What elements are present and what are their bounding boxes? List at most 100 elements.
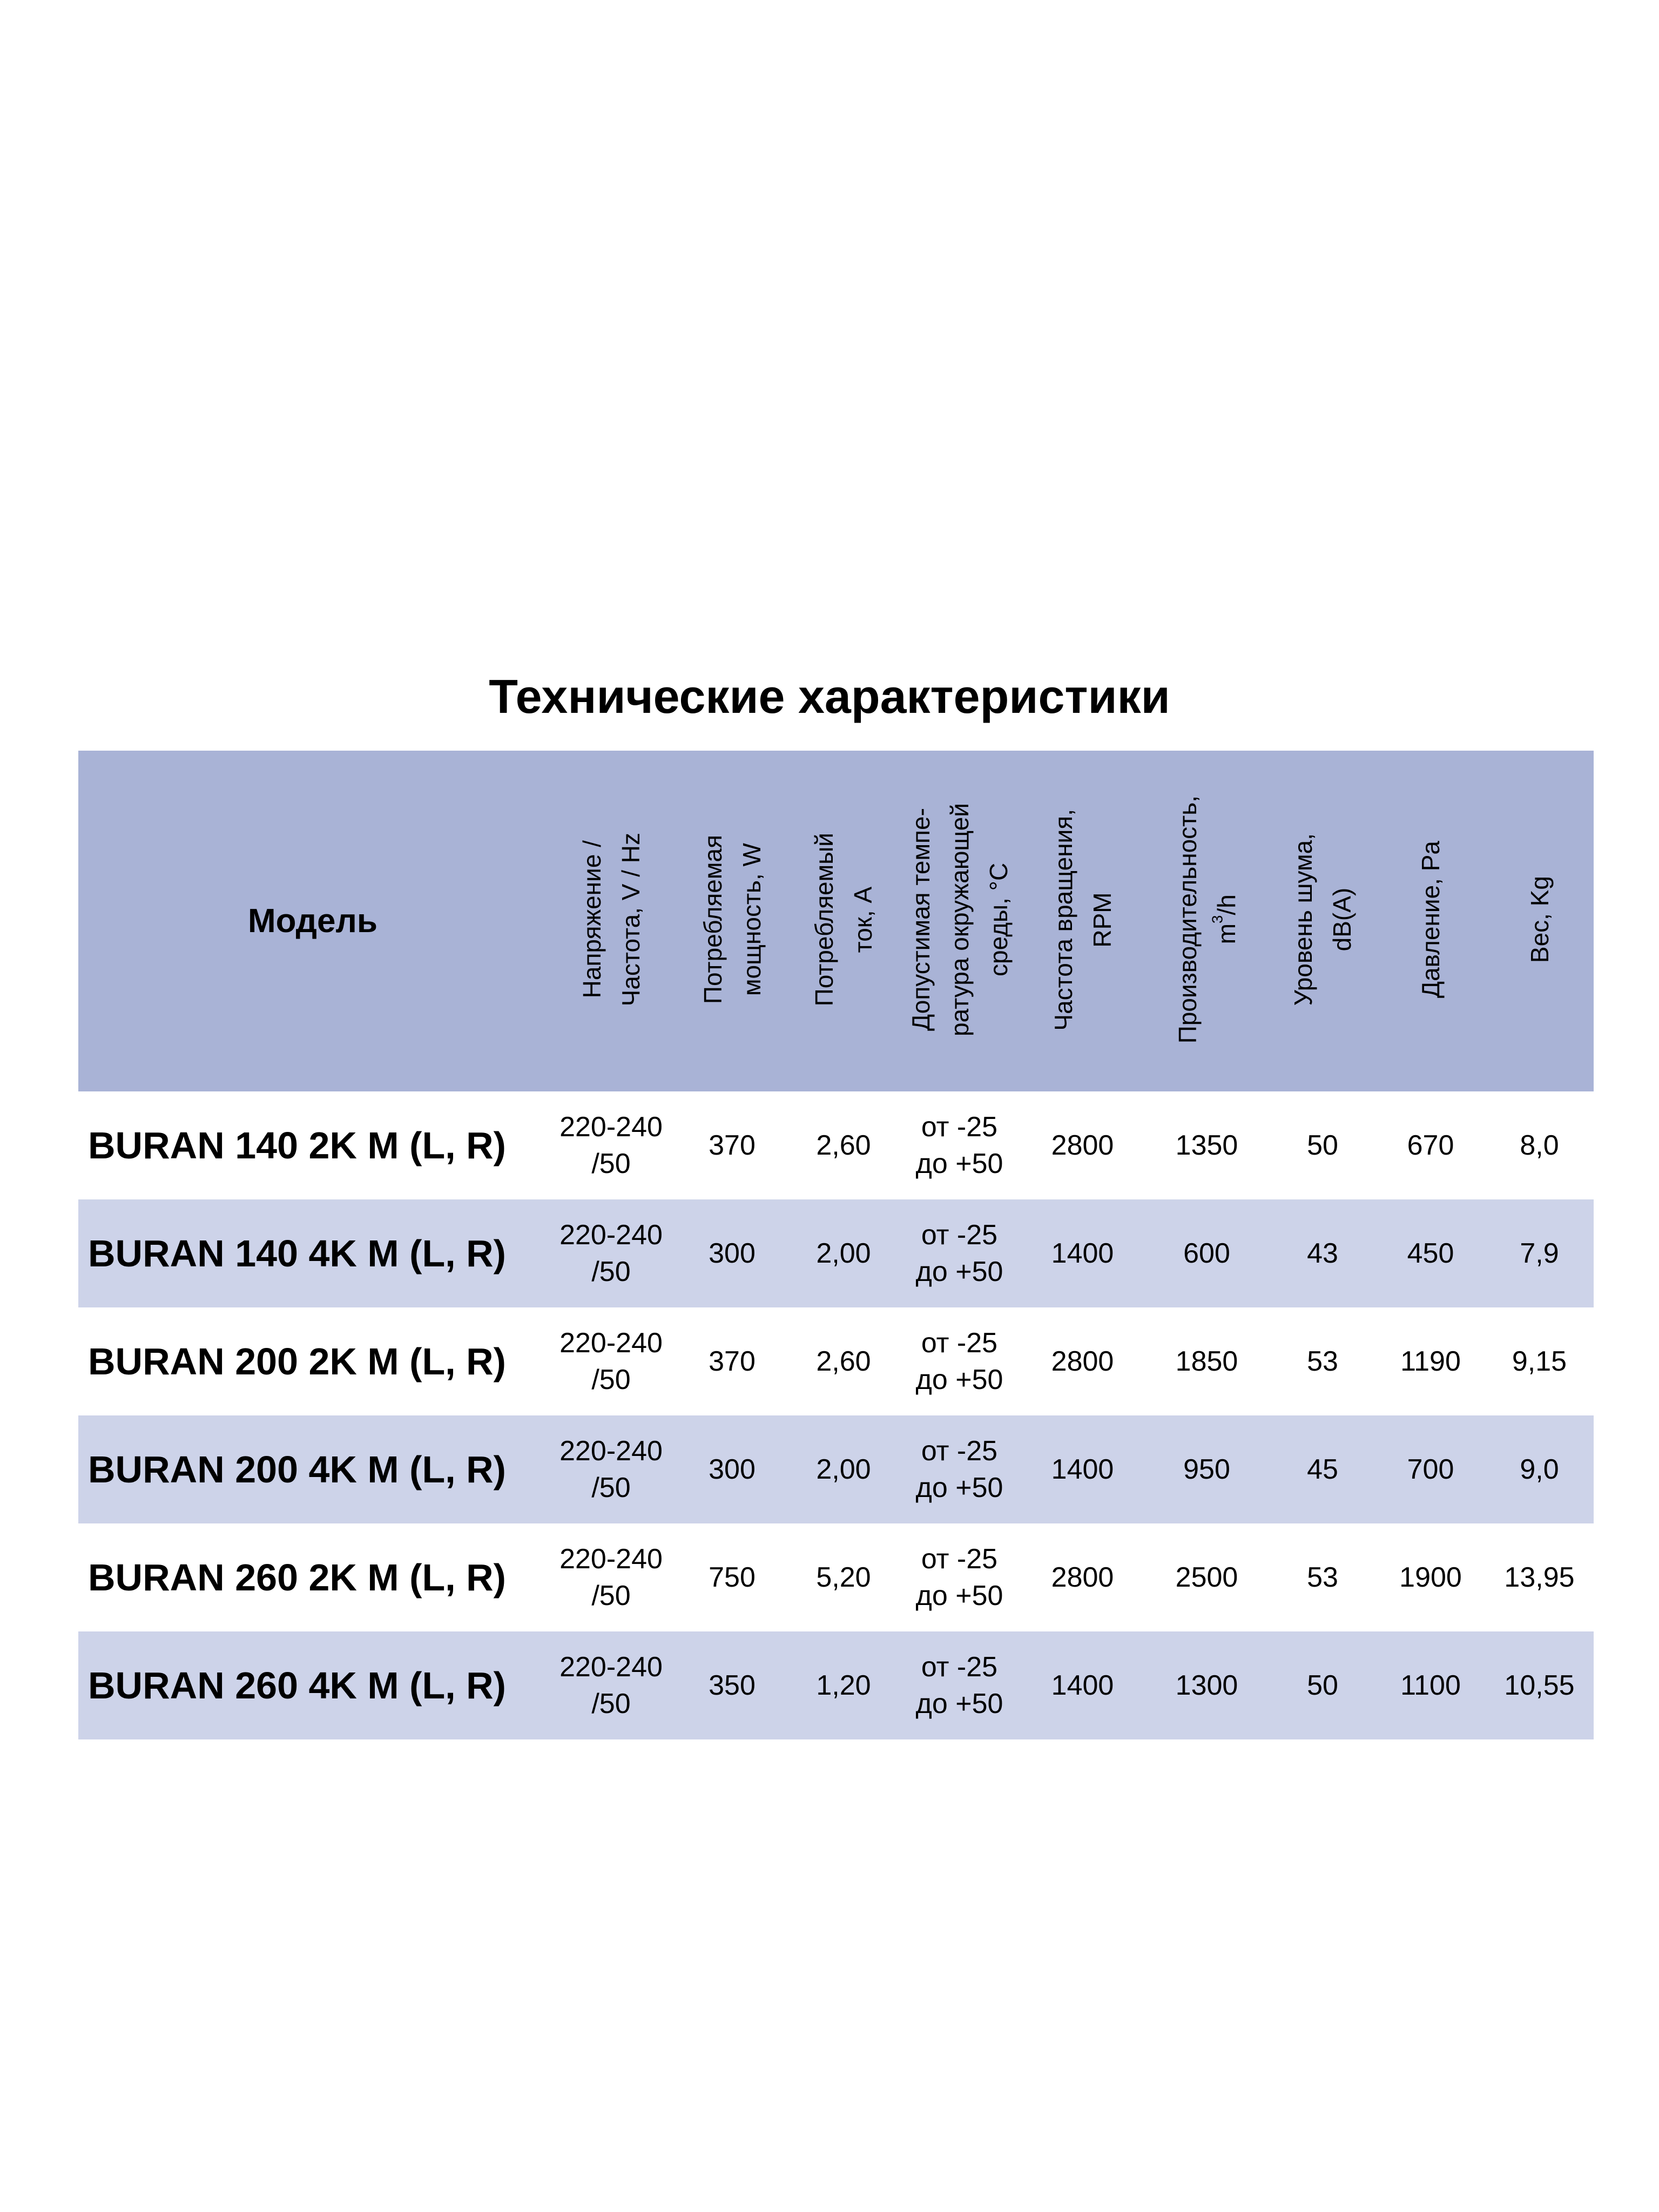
rpm-cell: 1400 xyxy=(1051,1454,1114,1485)
weight-cell: 10,55 xyxy=(1504,1670,1575,1701)
header-pressure: Давление, Pa xyxy=(1417,841,1445,999)
capacity-cell: 1850 xyxy=(1175,1346,1238,1377)
temperature-cell-line: от -25 xyxy=(921,1651,998,1683)
power-cell: 300 xyxy=(709,1238,756,1269)
voltage-cell-line: /50 xyxy=(591,1472,631,1503)
capacity-cell: 1300 xyxy=(1175,1670,1238,1701)
pressure-cell: 700 xyxy=(1407,1454,1454,1485)
current-cell: 5,20 xyxy=(816,1562,871,1593)
header-noise: Уровень шума, dB(A) xyxy=(1289,833,1356,1006)
weight-cell: 9,0 xyxy=(1520,1454,1559,1485)
temperature-cell: от -25 до +50 xyxy=(898,1523,1021,1631)
temperature-cell-line: до +50 xyxy=(915,1472,1003,1503)
pressure-cell: 450 xyxy=(1407,1238,1454,1269)
power-cell: 370 xyxy=(709,1130,756,1161)
voltage-cell: 220-240/50 xyxy=(547,1199,675,1307)
capacity-cell: 600 xyxy=(1183,1238,1230,1269)
table-row: BURAN 260 4K M (L, R) 220-240/50 350 1,20 от… xyxy=(78,1631,1594,1739)
specs-table: Модель Напряжение / Частота, V / Hz Потр… xyxy=(78,751,1594,1739)
voltage-cell-line: /50 xyxy=(591,1580,631,1611)
header-weight: Вес, Kg xyxy=(1525,876,1554,963)
table-row: BURAN 200 4K M (L, R) 220-240/50 300 2,00 от… xyxy=(78,1415,1594,1523)
voltage-cell-line: 220-240 xyxy=(559,1435,663,1467)
model-cell: BURAN 140 2K M (L, R) xyxy=(88,1124,506,1166)
capacity-cell: 950 xyxy=(1183,1454,1230,1485)
current-cell: 2,60 xyxy=(816,1130,871,1161)
header-current: Потребляемый ток, А xyxy=(810,833,877,1007)
voltage-cell-line: 220-240 xyxy=(559,1651,663,1683)
page-title: Технические характеристики xyxy=(489,670,1170,723)
weight-cell: 13,95 xyxy=(1504,1562,1575,1593)
capacity-cell: 1350 xyxy=(1175,1130,1238,1161)
temperature-cell-line: от -25 xyxy=(921,1543,998,1575)
temperature-cell-line: до +50 xyxy=(915,1148,1003,1179)
voltage-cell-line: /50 xyxy=(591,1148,631,1179)
noise-cell: 50 xyxy=(1307,1130,1338,1161)
temperature-cell-line: до +50 xyxy=(915,1688,1003,1719)
power-cell: 350 xyxy=(709,1670,756,1701)
header-model: Модель xyxy=(247,902,378,940)
pressure-cell: 1100 xyxy=(1400,1670,1461,1701)
temperature-cell-line: до +50 xyxy=(915,1256,1003,1287)
noise-cell: 50 xyxy=(1307,1670,1338,1701)
rpm-cell: 2800 xyxy=(1051,1346,1114,1377)
temperature-cell-line: от -25 xyxy=(921,1435,998,1467)
model-cell: BURAN 260 2K M (L, R) xyxy=(88,1556,506,1599)
power-cell: 750 xyxy=(709,1562,756,1593)
rpm-cell: 2800 xyxy=(1051,1562,1114,1593)
model-cell: BURAN 200 2K M (L, R) xyxy=(88,1340,506,1382)
voltage-cell: 220-240/50 xyxy=(547,1631,675,1739)
rpm-cell: 1400 xyxy=(1051,1670,1114,1701)
voltage-cell: 220-240/50 xyxy=(547,1415,675,1523)
model-cell: BURAN 140 4K M (L, R) xyxy=(88,1232,506,1274)
temperature-cell: от -25 до +50 xyxy=(898,1091,1021,1199)
weight-cell: 9,15 xyxy=(1512,1346,1567,1377)
temperature-cell: от -25 до +50 xyxy=(898,1199,1021,1307)
noise-cell: 45 xyxy=(1307,1454,1338,1485)
power-cell: 300 xyxy=(709,1454,756,1485)
rpm-cell: 2800 xyxy=(1051,1130,1114,1161)
header-voltage: Напряжение / Частота, V / Hz xyxy=(577,833,645,1007)
temperature-cell: от -25 до +50 xyxy=(898,1415,1021,1523)
temperature-cell-line: до +50 xyxy=(915,1364,1003,1395)
current-cell: 2,60 xyxy=(816,1346,871,1377)
weight-cell: 8,0 xyxy=(1520,1130,1559,1161)
voltage-cell: 220-240/50 xyxy=(547,1523,675,1631)
header-capacity: Производительность, m3/h xyxy=(1173,795,1240,1044)
voltage-cell-line: /50 xyxy=(591,1688,631,1719)
table-header: Модель Напряжение / Частота, V / Hz Потр… xyxy=(78,751,1594,1091)
header-power: Потребляемая мощность, W xyxy=(698,835,766,1004)
current-cell: 2,00 xyxy=(816,1238,871,1269)
table-row: BURAN 140 4K M (L, R) 220-240/50 300 2,00 от… xyxy=(78,1199,1594,1307)
temperature-cell-line: от -25 xyxy=(921,1219,998,1251)
temperature-cell-line: от -25 xyxy=(921,1327,998,1359)
header-temperature: Допустимая темпе- ратура окружающей сред… xyxy=(906,803,1013,1036)
power-cell: 370 xyxy=(709,1346,756,1377)
temperature-cell: от -25 до +50 xyxy=(898,1307,1021,1415)
pressure-cell: 1190 xyxy=(1400,1346,1461,1377)
pressure-cell: 670 xyxy=(1407,1130,1454,1161)
capacity-cell: 2500 xyxy=(1175,1562,1238,1593)
temperature-cell-line: от -25 xyxy=(921,1111,998,1143)
current-cell: 1,20 xyxy=(816,1670,871,1701)
voltage-cell: 220-240/50 xyxy=(547,1307,675,1415)
table-row: BURAN 140 2K M (L, R) 220-240/50 370 2,60 от… xyxy=(78,1091,1594,1199)
voltage-cell-line: 220-240 xyxy=(559,1219,663,1251)
voltage-cell-line: /50 xyxy=(591,1256,631,1287)
pressure-cell: 1900 xyxy=(1399,1562,1462,1593)
temperature-cell: от -25 до +50 xyxy=(898,1631,1021,1739)
rpm-cell: 1400 xyxy=(1051,1238,1114,1269)
table-row: BURAN 260 2K M (L, R) 220-240/50 750 5,20 от… xyxy=(78,1523,1594,1631)
weight-cell: 7,9 xyxy=(1520,1238,1559,1269)
voltage-cell: 220-240/50 xyxy=(547,1091,675,1199)
model-cell: BURAN 200 4K M (L, R) xyxy=(88,1448,506,1491)
noise-cell: 43 xyxy=(1307,1238,1338,1269)
voltage-cell-line: /50 xyxy=(591,1364,631,1395)
voltage-cell-line: 220-240 xyxy=(559,1111,663,1143)
model-cell: BURAN 260 4K M (L, R) xyxy=(88,1664,506,1707)
header-rpm: Частота вращения, RPM xyxy=(1049,808,1116,1031)
table-row: BURAN 200 2K M (L, R) 220-240/50 370 2,60 от… xyxy=(78,1307,1594,1415)
noise-cell: 53 xyxy=(1307,1346,1338,1377)
noise-cell: 53 xyxy=(1307,1562,1338,1593)
voltage-cell-line: 220-240 xyxy=(559,1327,663,1359)
